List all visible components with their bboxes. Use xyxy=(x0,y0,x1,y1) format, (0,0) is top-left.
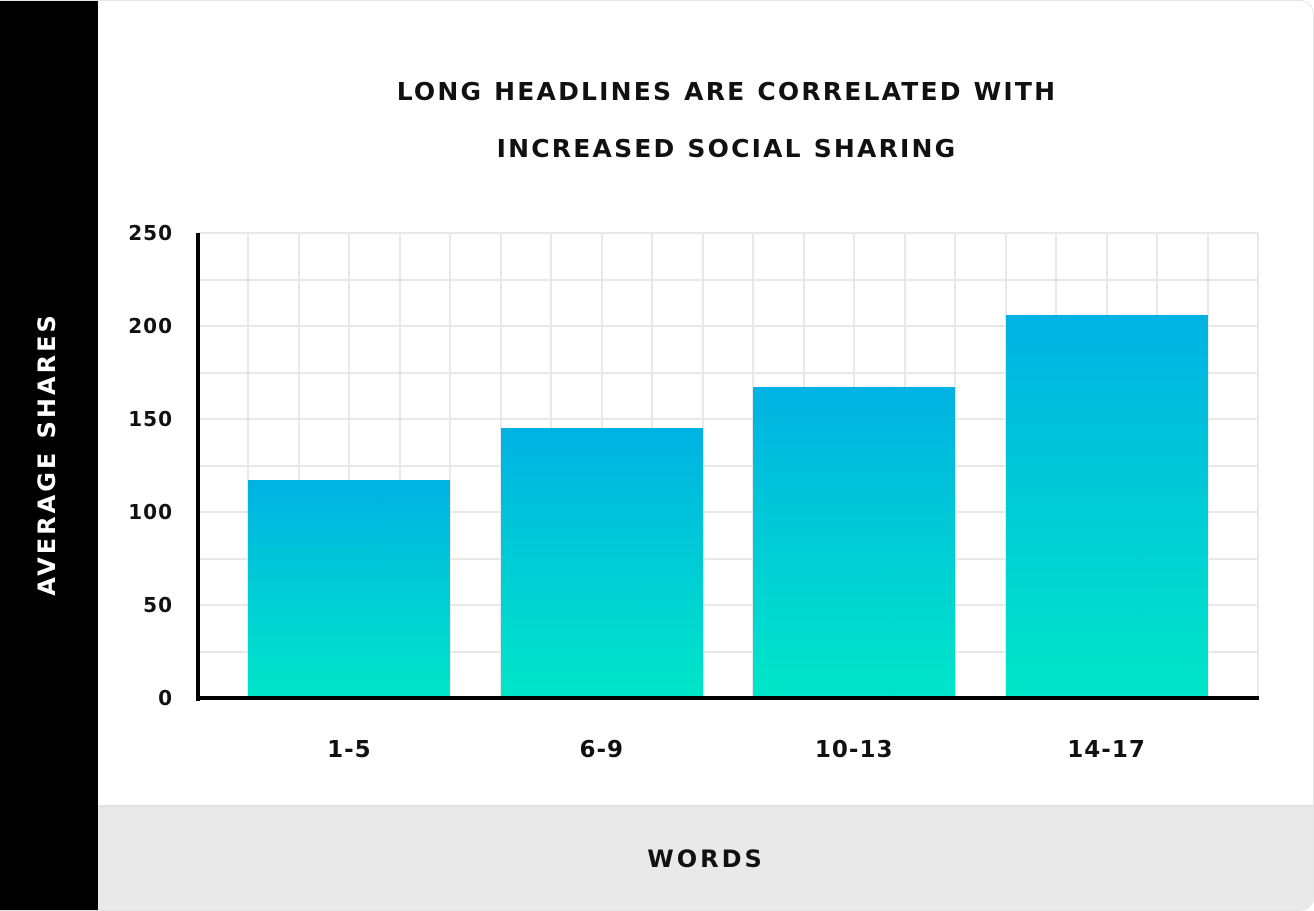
grid-line-horizontal xyxy=(198,650,1258,653)
grid-line-vertical xyxy=(1257,233,1259,698)
y-tick-label: 0 xyxy=(158,686,173,710)
bar-14-17 xyxy=(1005,314,1208,698)
y-axis-label: AVERAGE SHARES xyxy=(33,312,61,596)
grid-line-horizontal xyxy=(198,557,1258,560)
grid-line-vertical xyxy=(1206,233,1209,698)
y-tick-label: 150 xyxy=(128,407,173,431)
grid-line-horizontal xyxy=(198,511,1258,513)
grid-line-horizontal xyxy=(198,232,1258,234)
bar-1-5 xyxy=(248,480,451,698)
x-tick-label: 6-9 xyxy=(579,737,625,763)
grid-line-vertical xyxy=(701,233,704,698)
x-axis-label: WORDS xyxy=(647,845,765,873)
y-tick-label: 250 xyxy=(128,221,173,245)
chart-title-line-2: INCREASED SOCIAL SHARING xyxy=(496,134,958,163)
grid-line-vertical xyxy=(348,233,351,698)
grid-line-vertical xyxy=(449,233,452,698)
grid-line-vertical xyxy=(247,233,250,698)
grid-line-horizontal xyxy=(198,325,1258,327)
grid-line-vertical xyxy=(398,233,401,698)
grid-line-horizontal xyxy=(198,464,1258,467)
x-tick-label: 14-17 xyxy=(1067,737,1146,763)
x-axis-label-band: WORDS xyxy=(98,805,1313,910)
bar-6-9 xyxy=(500,428,703,698)
y-axis-line xyxy=(196,233,200,701)
grid-line-horizontal xyxy=(198,278,1258,281)
grid-line-horizontal xyxy=(198,604,1258,606)
x-axis-line xyxy=(196,696,1259,700)
plot-area xyxy=(198,232,1259,699)
y-tick-label: 100 xyxy=(128,500,173,524)
grid-line-vertical xyxy=(954,233,957,698)
grid-line-horizontal xyxy=(198,418,1258,420)
chart-title-line-1: LONG HEADLINES ARE CORRELATED WITH xyxy=(396,77,1058,106)
bar-10-13 xyxy=(753,387,956,698)
y-tick-label: 50 xyxy=(143,593,173,617)
x-tick-label: 10-13 xyxy=(814,737,894,763)
grid-line-vertical xyxy=(297,233,300,698)
grid-line-horizontal xyxy=(198,371,1258,374)
y-tick-label: 200 xyxy=(128,314,173,338)
y-axis-label-band: AVERAGE SHARES xyxy=(0,1,98,910)
x-tick-label: 1-5 xyxy=(327,737,372,763)
